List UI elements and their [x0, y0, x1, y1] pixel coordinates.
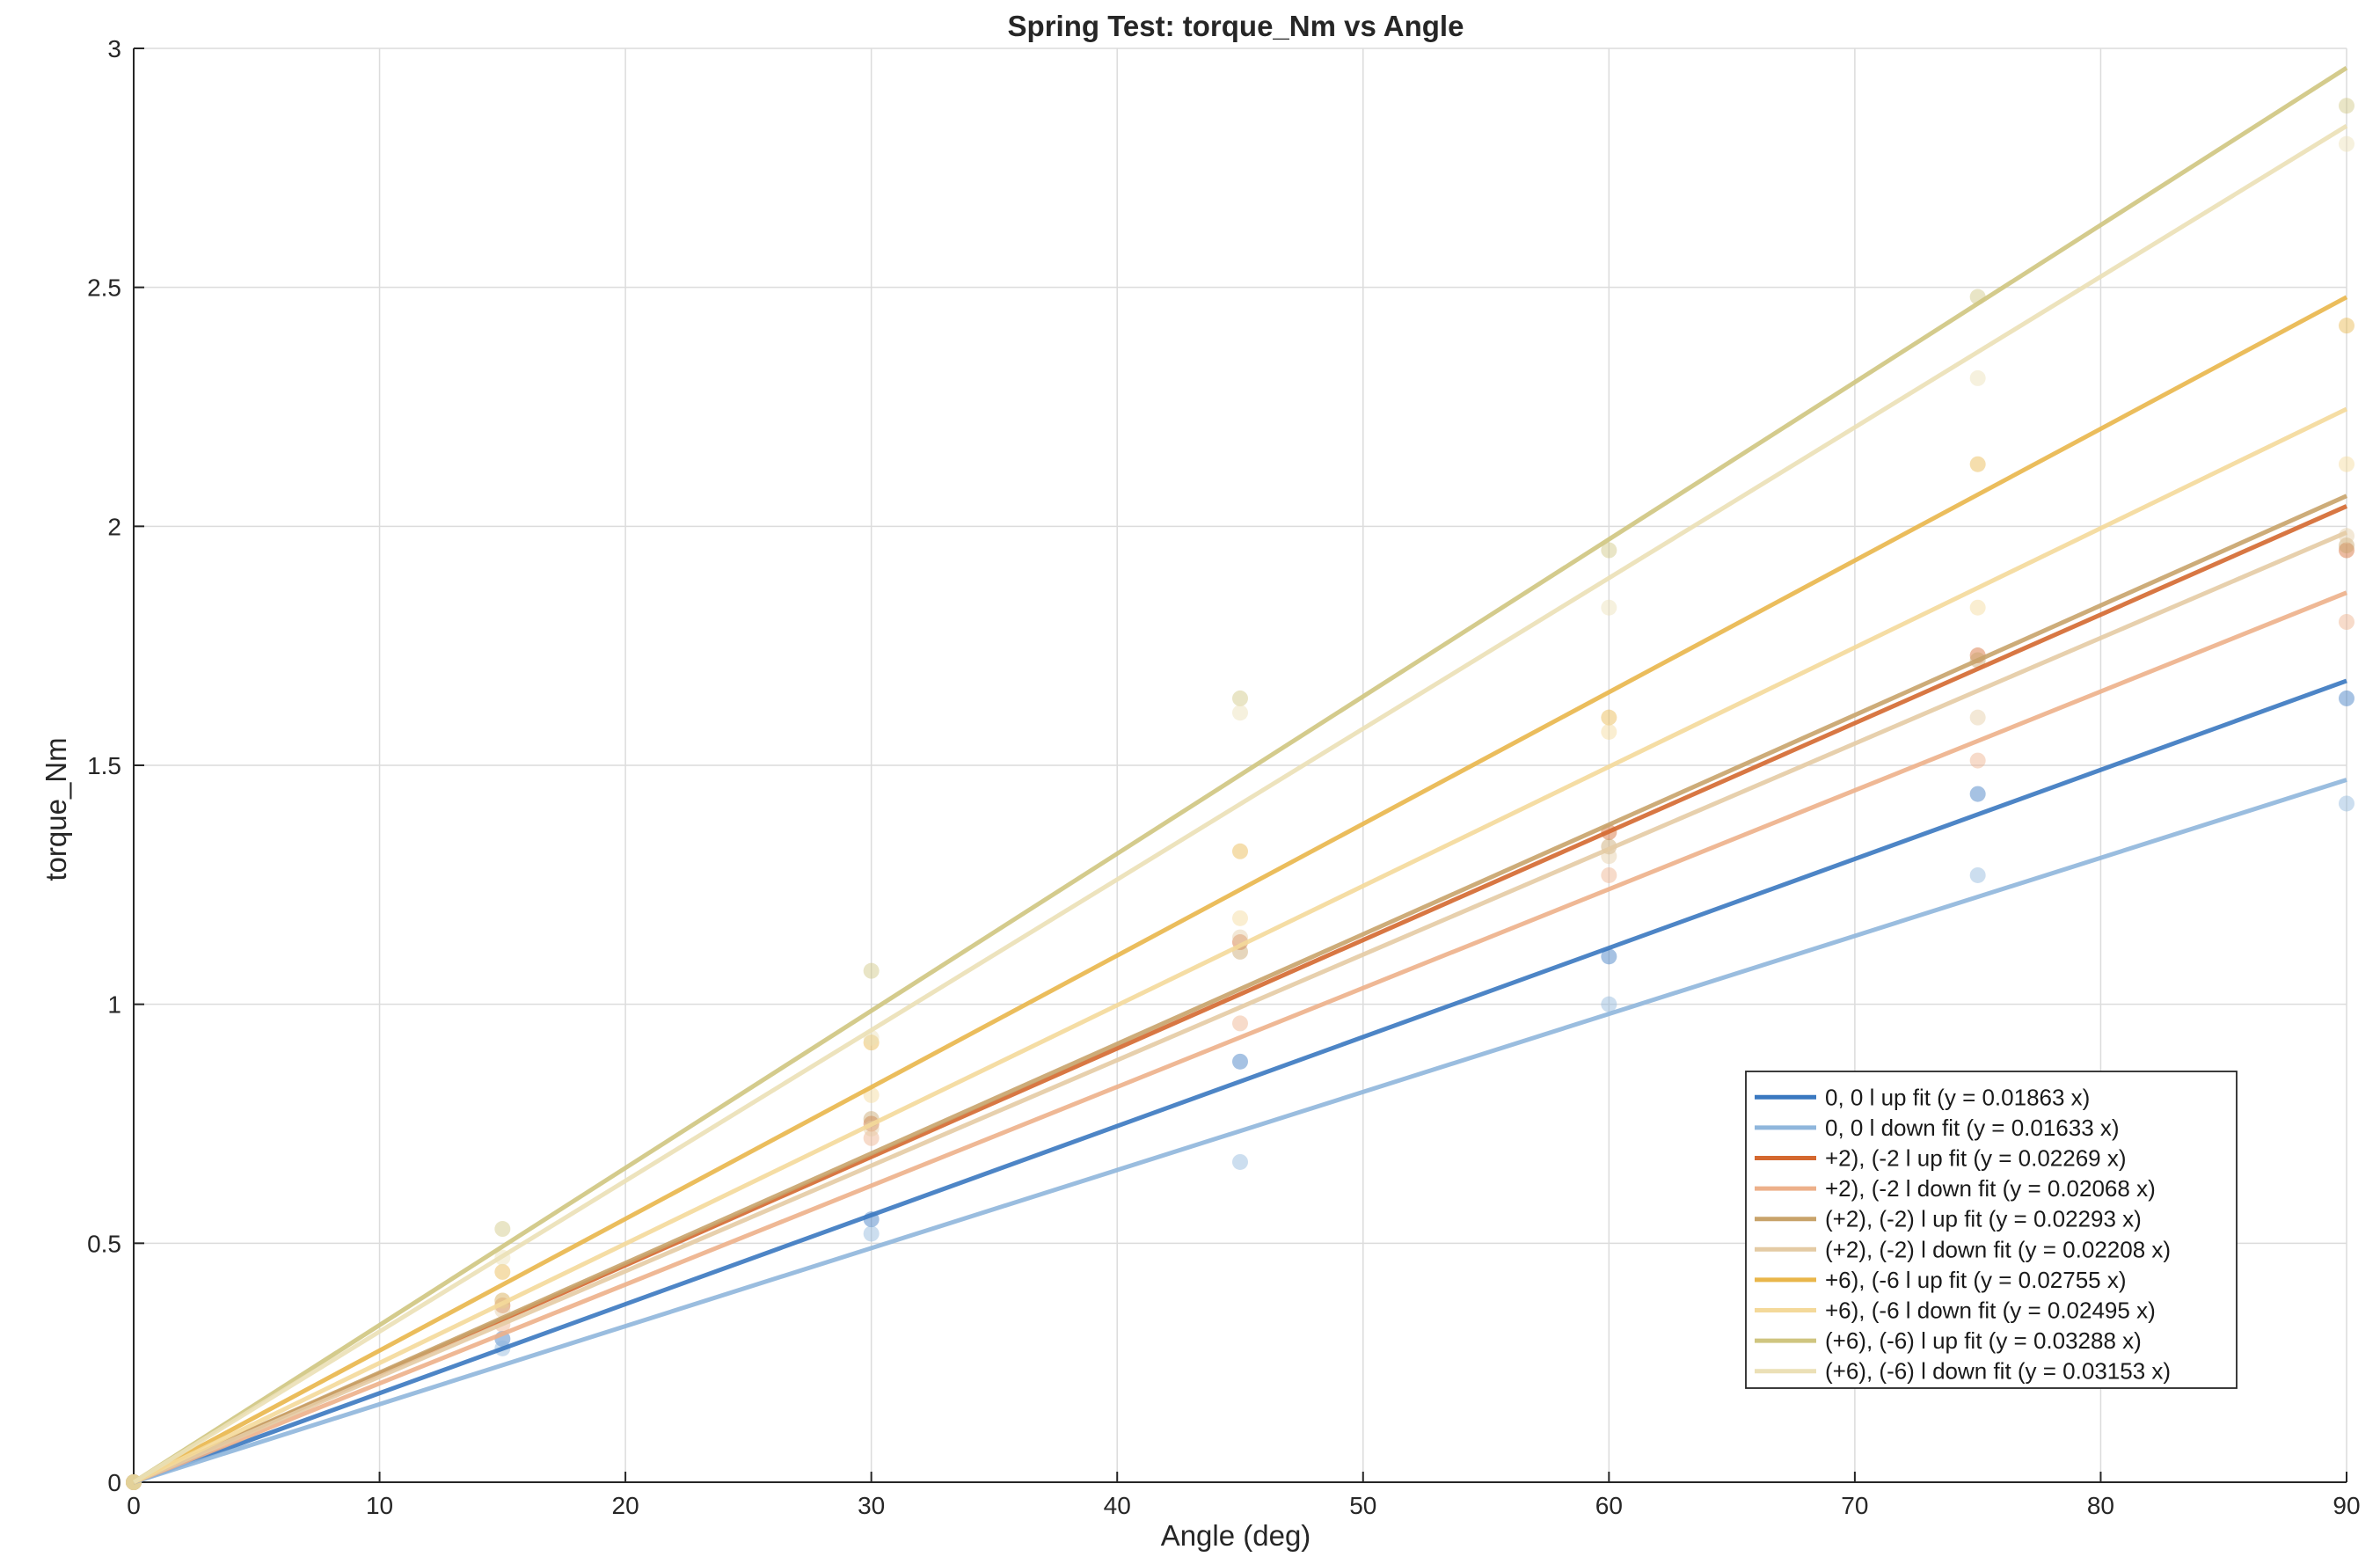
legend-entry: (+6), (-6) l up fit (y = 0.03288 x): [1825, 1327, 2142, 1354]
y-tick-label: 2.5: [87, 274, 121, 302]
data-point: [494, 1263, 511, 1280]
data-point: [2339, 98, 2354, 114]
fit-lines: [132, 66, 2348, 1485]
legend-entry: 0, 0 l down fit (y = 0.01633 x): [1825, 1115, 2120, 1141]
legend-box: [1745, 1071, 2238, 1389]
legend-entry: +2), (-2 l down fit (y = 0.02068 x): [1825, 1175, 2156, 1202]
fit-line: [133, 590, 2347, 1485]
x-tick-label: 20: [612, 1492, 639, 1519]
x-axis-label: Angle (deg): [1161, 1519, 1311, 1552]
data-point: [863, 962, 880, 979]
data-point: [2339, 318, 2354, 334]
fit-line: [132, 493, 2348, 1485]
data-point: [1232, 705, 1248, 721]
data-point: [1232, 1053, 1248, 1070]
data-point: [1232, 690, 1248, 706]
data-point: [2339, 690, 2354, 706]
y-tick-label: 0: [107, 1469, 121, 1496]
legend-entry: +2), (-2 l up fit (y = 0.02269 x): [1825, 1145, 2127, 1172]
axes: [133, 48, 2347, 1483]
legend-entry: (+6), (-6) l down fit (y = 0.03153 x): [1825, 1358, 2171, 1385]
x-tick-label: 60: [1595, 1492, 1623, 1519]
data-point: [1601, 599, 1617, 616]
fit-line: [133, 678, 2347, 1485]
legend-entry: (+2), (-2) l up fit (y = 0.02293 x): [1825, 1206, 2142, 1232]
data-point: [1969, 456, 1986, 472]
data-point: [2339, 135, 2354, 152]
data-point: [1969, 709, 1986, 726]
data-point: [1601, 723, 1617, 740]
data-point: [1601, 709, 1617, 726]
data-point: [494, 1221, 511, 1238]
y-axis-label: torque_Nm: [40, 737, 72, 881]
x-tick-label: 90: [2333, 1492, 2360, 1519]
data-point: [2339, 456, 2354, 472]
fit-line: [133, 778, 2347, 1485]
data-point: [1232, 1015, 1248, 1032]
x-tick-label: 80: [2087, 1492, 2114, 1519]
data-point: [1969, 369, 1986, 386]
legend: 0, 0 l up fit (y = 0.01863 x) 0, 0 l down…: [1745, 1071, 2238, 1389]
data-point: [1232, 1153, 1248, 1170]
data-point: [2339, 542, 2354, 559]
y-tick-label: 1.5: [87, 752, 121, 779]
data-point: [1601, 866, 1617, 883]
fit-line: [132, 66, 2348, 1485]
y-tick-label: 2: [107, 513, 121, 540]
data-point: [863, 1034, 880, 1051]
x-tick-label: 50: [1349, 1492, 1376, 1519]
legend-entry: +6), (-6 l down fit (y = 0.02495 x): [1825, 1298, 2156, 1324]
fit-line: [132, 124, 2348, 1485]
chart-title: Spring Test: torque_Nm vs Angle: [1008, 10, 1464, 42]
data-point: [1601, 948, 1617, 965]
data-point: [2339, 614, 2354, 630]
data-point: [2339, 795, 2354, 812]
y-tick-label: 1: [107, 991, 121, 1019]
data-point: [863, 1129, 880, 1146]
data-point: [1601, 542, 1617, 559]
tick-labels: 0 10 20 30 40 50 60 70 80 90 0 0.5 1 1.5 2 2.5 3: [87, 35, 2361, 1519]
y-tick-label: 0.5: [87, 1230, 121, 1257]
data-point: [1232, 843, 1248, 859]
data-point: [1969, 786, 1986, 802]
data-point: [1969, 599, 1986, 616]
x-tick-label: 40: [1104, 1492, 1131, 1519]
legend-entry: (+2), (-2) l down fit (y = 0.02208 x): [1825, 1236, 2171, 1262]
data-point: [1969, 866, 1986, 883]
x-tick-label: 10: [366, 1492, 393, 1519]
fit-line: [133, 530, 2347, 1485]
data-point: [863, 1225, 880, 1242]
data-point: [1969, 752, 1986, 769]
legend-entry: 0, 0 l up fit (y = 0.01863 x): [1825, 1084, 2090, 1110]
fit-line: [132, 295, 2348, 1485]
x-tick-label: 30: [858, 1492, 885, 1519]
legend-entry: +6), (-6 l up fit (y = 0.02755 x): [1825, 1267, 2127, 1293]
x-tick-label: 0: [127, 1492, 141, 1519]
data-point: [1232, 910, 1248, 926]
fit-line: [132, 406, 2348, 1485]
x-tick-label: 70: [1841, 1492, 1868, 1519]
data-points: [126, 98, 2354, 1490]
data-point: [1601, 996, 1617, 1012]
data-point: [2339, 537, 2354, 554]
y-tick-label: 3: [107, 35, 121, 62]
